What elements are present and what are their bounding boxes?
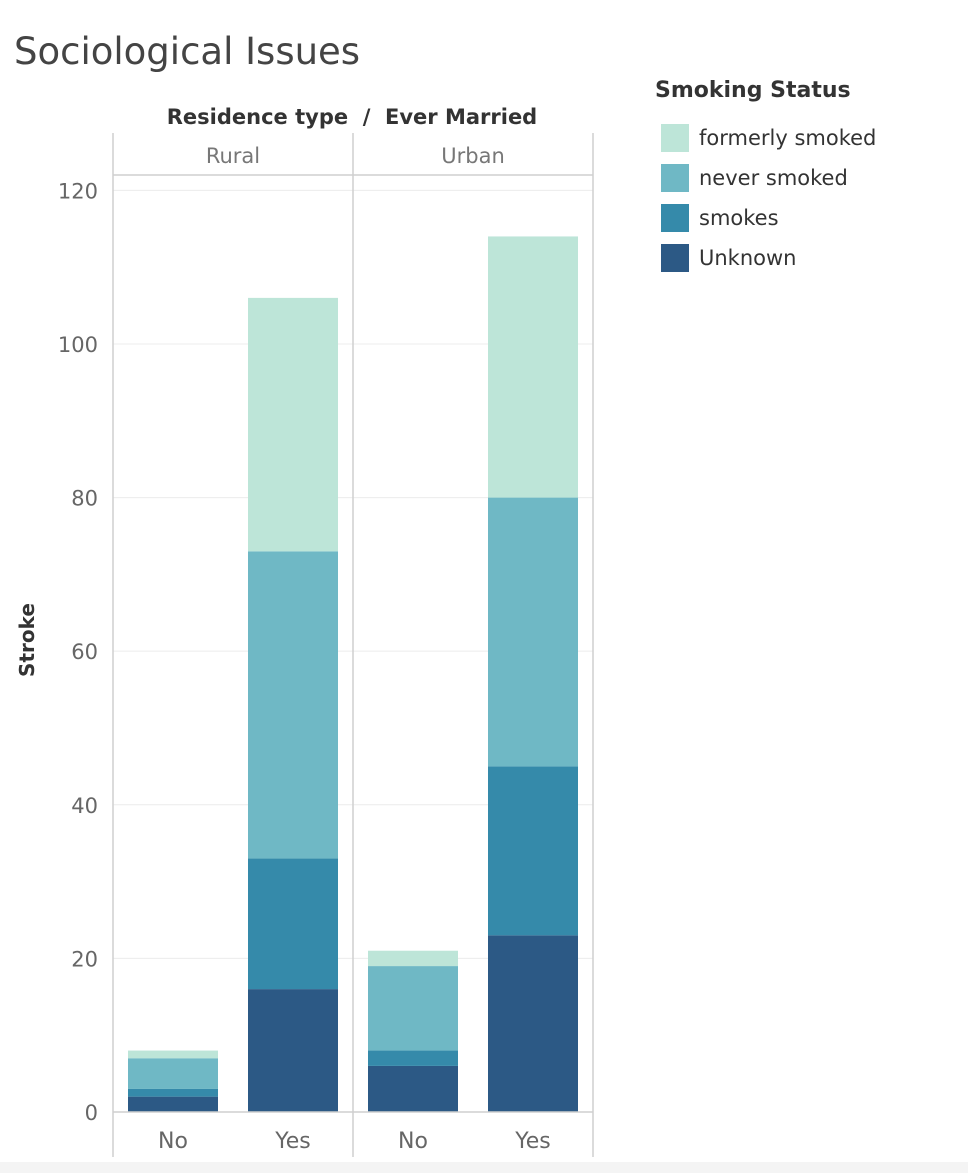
panel-label: Rural [206, 144, 260, 168]
y-tick-label: 80 [71, 487, 98, 511]
bar-segment [248, 989, 338, 1112]
y-tick-label: 100 [58, 333, 98, 357]
y-tick-label: 60 [71, 640, 98, 664]
legend-items: formerly smoked never smoked smokes Unknown [655, 118, 955, 278]
bar-segment [248, 297, 338, 552]
panel-label: Urban [441, 144, 505, 168]
bars-layer [128, 236, 578, 1112]
x-tick-label: No [158, 1129, 188, 1154]
bar-segment [488, 935, 578, 1112]
legend-title: Smoking Status [655, 78, 851, 103]
bar-segment [128, 1050, 218, 1059]
frame-layer [112, 133, 594, 1157]
bar-segment [128, 1096, 218, 1112]
bottom-strip [0, 1162, 968, 1173]
bar-segment [368, 966, 458, 1051]
x-tick-label: Yes [514, 1129, 551, 1154]
legend-label: smokes [699, 206, 779, 230]
y-axis-label: Stroke [15, 603, 39, 677]
legend: Smoking Status formerly smoked never smok… [655, 76, 955, 278]
legend-item: formerly smoked [655, 118, 955, 158]
bar-segment [248, 858, 338, 990]
bar-segment [368, 950, 458, 967]
legend-swatch [661, 124, 689, 152]
y-tick-label: 20 [71, 947, 98, 971]
legend-swatch [661, 244, 689, 272]
legend-swatch [661, 164, 689, 192]
bar-segment [368, 1065, 458, 1112]
bar-segment [128, 1088, 218, 1097]
legend-item: Unknown [655, 238, 955, 278]
legend-swatch [661, 204, 689, 232]
legend-label: formerly smoked [699, 126, 877, 150]
legend-item: smokes [655, 198, 955, 238]
y-tick-label: 0 [85, 1101, 98, 1125]
y-tick-label: 40 [71, 794, 98, 818]
header-title: Residence type / Ever Married [167, 105, 537, 129]
x-tick-label: No [398, 1129, 428, 1154]
chart-title: Sociological Issues [14, 30, 360, 73]
legend-item: never smoked [655, 158, 955, 198]
legend-label: Unknown [699, 246, 797, 270]
legend-label: never smoked [699, 166, 848, 190]
bar-segment [488, 766, 578, 936]
bar-segment [248, 551, 338, 859]
stacked-bar-chart: Sociological Issues Residence type / Eve… [14, 30, 594, 1157]
bar-segment [368, 1050, 458, 1066]
bar-segment [488, 497, 578, 767]
y-tick-label: 120 [58, 179, 98, 203]
x-tick-label: Yes [274, 1129, 311, 1154]
bar-segment [128, 1058, 218, 1089]
labels-layer: 0 20 40 60 80 100 120 Rural Urban No Yes No Yes [58, 144, 551, 1154]
bar-segment [488, 236, 578, 498]
